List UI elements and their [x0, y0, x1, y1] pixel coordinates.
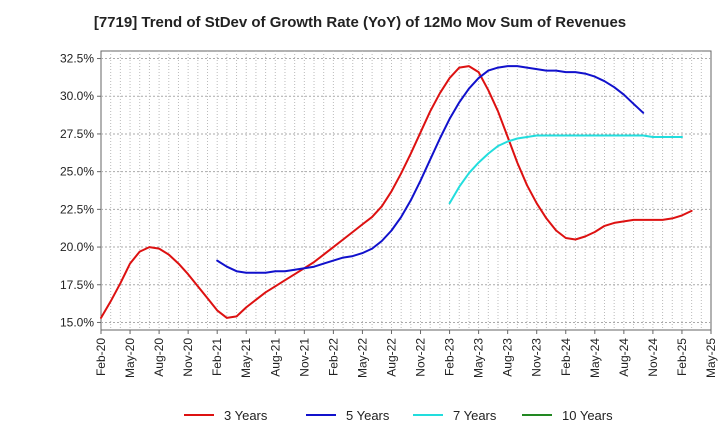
x-tick-label: Feb-23 [443, 338, 457, 376]
plot-area [100, 50, 712, 331]
x-tick-label: May-25 [704, 338, 718, 378]
x-tick-label: Nov-22 [414, 338, 428, 377]
x-tick-label: May-24 [588, 338, 602, 378]
legend-label: 7 Years [453, 408, 497, 423]
x-tick-label: Nov-23 [530, 338, 544, 377]
y-tick-label: 15.0% [60, 315, 94, 329]
x-tick-label: Feb-20 [94, 338, 108, 376]
y-axis: 15.0% 17.5% 20.0% 22.5% 25.0% 27.5% 30.0% 32.5% [60, 52, 101, 329]
x-tick-label: May-21 [239, 338, 253, 378]
y-tick-label: 32.5% [60, 52, 94, 66]
x-tick-label: May-22 [355, 338, 369, 378]
series-line-3-years [100, 65, 693, 319]
x-tick-label: May-20 [123, 338, 137, 378]
x-tick-label: Aug-24 [617, 338, 631, 377]
x-tick-label: Nov-21 [297, 338, 311, 377]
chart-title: [7719] Trend of StDev of Growth Rate (Yo… [93, 14, 627, 31]
legend-label: 3 Years [224, 408, 268, 423]
x-tick-label: Feb-22 [326, 338, 340, 376]
x-tick-label: Nov-24 [646, 338, 660, 377]
y-tick-label: 17.5% [60, 278, 94, 292]
x-axis: Feb-20 May-20 Aug-20 Nov-20 Feb-21 May-21 Aug-… [94, 330, 718, 378]
x-tick-label: Feb-25 [675, 338, 689, 376]
y-tick-label: 30.0% [60, 89, 94, 103]
series-line-5-years [216, 65, 645, 274]
legend-label: 5 Years [346, 408, 390, 423]
y-tick-label: 22.5% [60, 202, 94, 216]
y-tick-label: 27.5% [60, 127, 94, 141]
series-line-7-years [448, 134, 683, 205]
x-tick-label: Aug-20 [152, 338, 166, 377]
series-layer [100, 65, 693, 319]
x-tick-label: Aug-21 [268, 338, 282, 377]
y-tick-label: 25.0% [60, 165, 94, 179]
legend: 3 Years 5 Years 7 Years 10 Years [184, 408, 613, 423]
x-tick-label: Feb-24 [559, 338, 573, 376]
y-tick-label: 20.0% [60, 240, 94, 254]
x-tick-label: Nov-20 [181, 338, 195, 377]
x-tick-label: Aug-22 [384, 338, 398, 377]
legend-label: 10 Years [562, 408, 613, 423]
x-tick-label: May-23 [472, 338, 486, 378]
x-tick-label: Feb-21 [210, 338, 224, 376]
x-tick-label: Aug-23 [501, 338, 515, 377]
